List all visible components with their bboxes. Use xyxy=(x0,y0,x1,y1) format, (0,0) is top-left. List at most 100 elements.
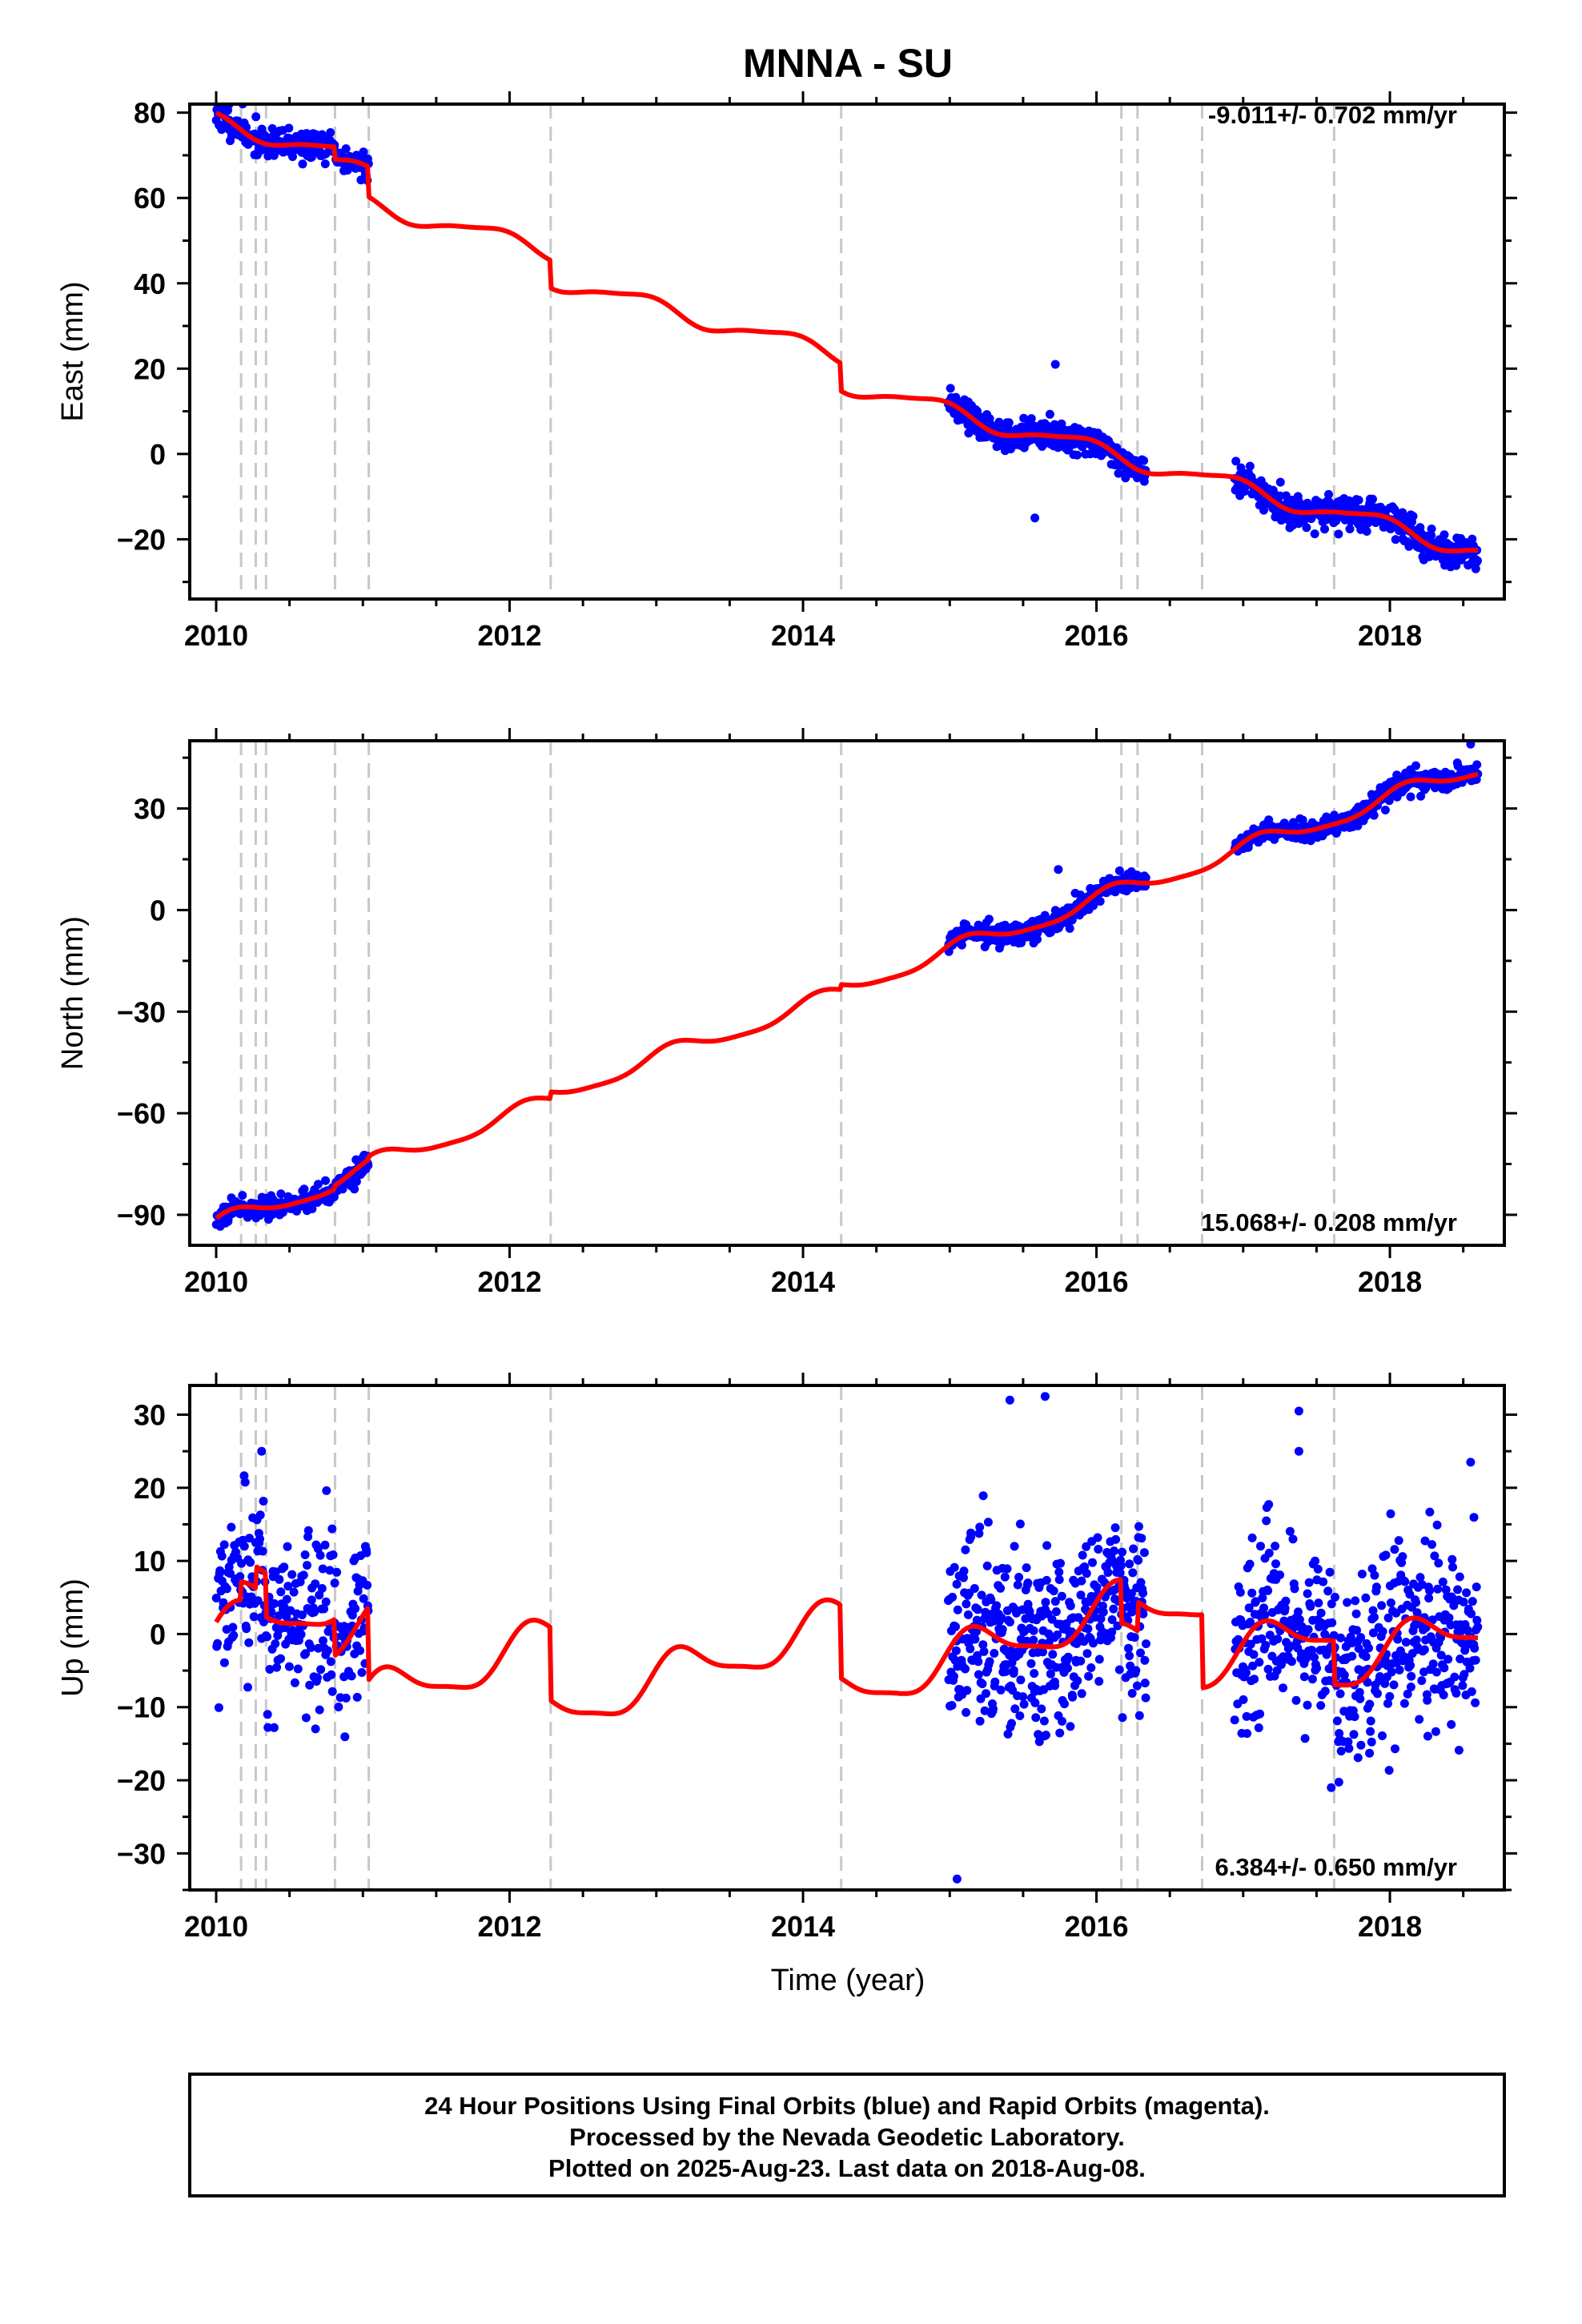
observation-point xyxy=(1013,1580,1022,1590)
observation-point xyxy=(1060,1699,1069,1709)
observation-point xyxy=(1026,1659,1036,1668)
observation-point xyxy=(966,1532,976,1542)
y-tick-label: 40 xyxy=(134,267,166,300)
observation-point xyxy=(1433,1584,1443,1594)
observation-point xyxy=(255,1510,265,1520)
observation-point xyxy=(982,1561,992,1570)
observation-point xyxy=(1030,513,1040,523)
observation-point xyxy=(237,1558,247,1568)
observation-point xyxy=(1378,1731,1387,1740)
observation-point xyxy=(1034,1737,1044,1747)
observation-point xyxy=(1355,1687,1364,1697)
observation-point xyxy=(1424,1594,1434,1603)
observation-point xyxy=(249,1612,259,1622)
observation-point xyxy=(1473,1622,1483,1632)
observation-point xyxy=(1394,1536,1403,1546)
observation-point xyxy=(1039,1716,1049,1726)
observation-point xyxy=(1427,525,1436,533)
observation-point xyxy=(1287,1657,1296,1667)
observation-point xyxy=(1248,1661,1258,1671)
observation-point xyxy=(1134,1711,1144,1720)
observation-point xyxy=(978,1640,988,1650)
observation-point xyxy=(1300,1734,1310,1743)
observation-point xyxy=(1367,1737,1376,1747)
observation-point xyxy=(297,1610,307,1620)
observation-point xyxy=(1010,1704,1020,1714)
observation-point xyxy=(1247,1588,1257,1598)
observation-point xyxy=(1373,1689,1382,1699)
observation-point xyxy=(298,159,307,169)
observation-point xyxy=(1306,1602,1315,1611)
observation-point xyxy=(1107,1627,1117,1637)
observation-point xyxy=(318,1564,327,1574)
x-tick-label: 2012 xyxy=(477,1265,541,1298)
x-tick-label: 2018 xyxy=(1358,1265,1422,1298)
observation-point xyxy=(362,1548,371,1558)
observation-point xyxy=(1109,1604,1118,1614)
observation-point xyxy=(1255,1709,1265,1719)
observation-point xyxy=(978,1491,988,1501)
observation-point xyxy=(226,1569,235,1578)
observation-point xyxy=(1259,1603,1269,1613)
y-tick-label: −20 xyxy=(117,523,166,556)
observation-point xyxy=(293,1664,303,1674)
footer-line-1: 24 Hour Positions Using Final Orbits (bl… xyxy=(424,2092,1270,2120)
observation-point xyxy=(1381,1550,1391,1560)
observation-point xyxy=(1316,1701,1326,1711)
observation-point xyxy=(1331,517,1341,525)
observation-point xyxy=(1129,1544,1138,1554)
observation-point xyxy=(1141,873,1150,883)
observation-point xyxy=(1000,920,1010,930)
observation-point xyxy=(1004,418,1014,428)
observation-point xyxy=(330,1578,339,1588)
observation-point xyxy=(271,1639,280,1648)
observation-point xyxy=(1415,1715,1424,1724)
observation-point xyxy=(1383,1699,1392,1708)
observation-point xyxy=(1042,1575,1051,1585)
observation-point xyxy=(1313,1564,1323,1574)
observation-point xyxy=(1093,1533,1102,1542)
observation-point xyxy=(1136,1578,1146,1587)
x-tick-label: 2016 xyxy=(1064,1910,1128,1943)
observation-point xyxy=(332,1567,342,1577)
observation-point xyxy=(1258,834,1267,843)
observation-point xyxy=(1325,1567,1335,1577)
model-fit-line xyxy=(215,771,1480,1220)
observation-point xyxy=(327,1524,337,1534)
observation-point xyxy=(1048,1650,1058,1659)
observation-point xyxy=(1255,1658,1264,1667)
observation-point xyxy=(1329,1630,1339,1640)
figure-title: MNNA - SU xyxy=(743,41,953,86)
observation-point xyxy=(315,1705,324,1715)
y-tick-label: −20 xyxy=(117,1764,166,1797)
observation-point xyxy=(1356,1740,1366,1750)
observation-point xyxy=(211,1594,221,1602)
observation-point xyxy=(1045,409,1054,419)
observation-point xyxy=(1432,1520,1442,1530)
observation-point xyxy=(1369,810,1379,820)
observation-point xyxy=(1245,461,1255,471)
observation-point xyxy=(1298,815,1307,825)
observation-point xyxy=(276,1587,286,1597)
observation-point xyxy=(1406,1661,1415,1671)
observation-point xyxy=(262,133,271,143)
observation-point xyxy=(1400,1577,1410,1586)
observation-point xyxy=(301,1649,311,1659)
observation-point xyxy=(1142,1639,1150,1649)
observation-point xyxy=(1314,1598,1323,1608)
observation-point xyxy=(257,1446,267,1456)
observation-point xyxy=(352,1692,362,1702)
observation-point xyxy=(1029,1626,1038,1635)
observation-point xyxy=(1092,1582,1102,1592)
observation-point xyxy=(1078,1550,1087,1560)
observation-point xyxy=(1086,1663,1096,1672)
y-tick-label: −10 xyxy=(117,1691,166,1724)
observation-point xyxy=(997,1613,1006,1622)
footer-box: 24 Hour Positions Using Final Orbits (bl… xyxy=(188,2073,1506,2197)
observation-point xyxy=(979,1647,989,1656)
observation-point xyxy=(300,1550,310,1559)
observation-point xyxy=(1466,1458,1476,1467)
y-tick-label: 0 xyxy=(150,1618,166,1651)
y-tick-label: 30 xyxy=(134,793,166,826)
observation-point xyxy=(258,1546,267,1556)
